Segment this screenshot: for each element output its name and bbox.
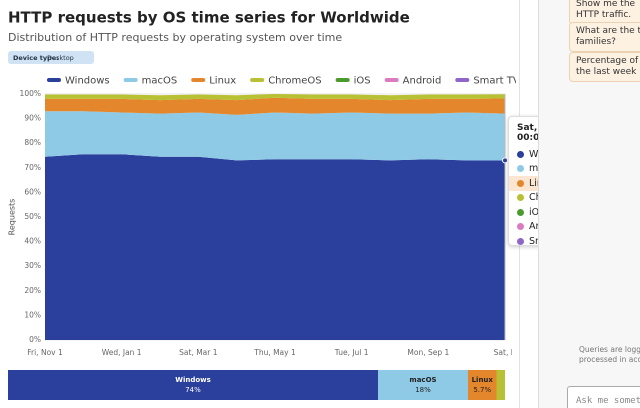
summary-value: 18% <box>415 386 431 394</box>
badge[interactable] <box>8 51 94 64</box>
x-tick-label: Sat, Mar 1 <box>179 348 218 357</box>
x-tick-label: Sat, N <box>494 348 516 357</box>
summary-value: 74% <box>185 386 201 394</box>
legend-label: Windows <box>65 76 110 87</box>
y-axis-label: Requests <box>8 199 17 236</box>
y-tick-label: 60% <box>24 187 41 196</box>
tooltip-dot <box>517 237 524 245</box>
title: HTTP requests by OS time series for Worl… <box>8 9 410 27</box>
x-tick-label: Wed, Jan 1 <box>102 348 142 357</box>
legend-label: Android <box>403 76 442 87</box>
chat-line: What are the t <box>576 26 640 36</box>
chat-line: Show me the <box>576 0 636 9</box>
x-tick-label: Tue, Jul 1 <box>334 348 369 357</box>
legend-swatch <box>47 78 61 82</box>
legend-swatch <box>335 78 350 82</box>
summary-value: 5.7% <box>473 386 491 394</box>
chat-input[interactable]: Ask me someth <box>567 386 640 408</box>
tooltip-dot <box>517 165 524 173</box>
legend-swatch <box>123 78 138 82</box>
tooltip-dot <box>517 179 524 187</box>
tooltip-dot <box>517 208 524 216</box>
summary-name: macOS <box>409 376 436 384</box>
legend-label: Linux <box>209 76 236 87</box>
x-tick-label: Mon, Sep 1 <box>407 348 449 357</box>
summary-segment <box>8 370 378 400</box>
badge-value: Desktop <box>47 54 74 62</box>
chat-line: the last week <box>576 67 637 77</box>
chat-line: HTTP traffic. <box>576 10 632 20</box>
chat-line: Percentage of <box>576 56 639 66</box>
legend-label: Smart TV <box>473 76 516 87</box>
legend-label: ChromeOS <box>268 76 321 87</box>
chat-message[interactable]: Show me the HTTP traffic. <box>569 0 640 25</box>
tooltip-dot <box>517 194 524 202</box>
area <box>45 154 505 340</box>
legend-label: macOS <box>142 76 178 87</box>
y-tick-label: 0% <box>29 335 41 344</box>
badge-label: Device type: <box>13 54 59 62</box>
chat-message[interactable]: Percentage of the last week <box>569 52 640 82</box>
summary-name: Windows <box>175 376 211 384</box>
legend-swatch <box>191 78 206 82</box>
chat-sidebar: Queries are logg processed in acco Ask m… <box>538 0 640 408</box>
y-tick-label: 70% <box>24 163 41 172</box>
legend-label: iOS <box>354 76 371 87</box>
tooltip-dot <box>517 223 524 231</box>
x-tick-label: Thu, May 1 <box>253 348 296 357</box>
footer-line: Queries are logg <box>579 345 640 354</box>
y-tick-label: 20% <box>24 286 41 295</box>
area <box>45 97 505 115</box>
chart-panel: HTTP requests by OS time series for Worl… <box>8 9 516 400</box>
y-tick-label: 50% <box>24 212 41 221</box>
y-tick-label: 10% <box>24 310 41 319</box>
y-tick-label: 90% <box>24 114 41 123</box>
chat-message[interactable]: What are the t families? <box>569 22 640 52</box>
area <box>45 94 505 101</box>
y-tick-label: 40% <box>24 237 41 246</box>
y-tick-label: 100% <box>20 89 41 98</box>
area <box>45 111 505 161</box>
y-tick-label: 30% <box>24 261 41 270</box>
summary-segment <box>378 370 468 400</box>
footer-note: Queries are logg processed in acco <box>579 345 640 365</box>
footer-line: processed in acco <box>579 355 640 364</box>
legend-swatch <box>250 78 265 82</box>
chat-line: families? <box>576 37 616 47</box>
summary-segment <box>496 370 505 400</box>
y-tick-label: 80% <box>24 138 41 147</box>
x-tick-label: Fri, Nov 1 <box>27 348 63 357</box>
legend-swatch <box>384 78 399 82</box>
hover-dot <box>502 157 508 164</box>
summary-name: Linux <box>472 376 494 384</box>
legend-swatch <box>455 78 470 82</box>
subtitle: Distribution of HTTP requests by operati… <box>8 31 342 44</box>
tooltip-dot <box>517 150 524 158</box>
summary-segment <box>468 370 497 400</box>
